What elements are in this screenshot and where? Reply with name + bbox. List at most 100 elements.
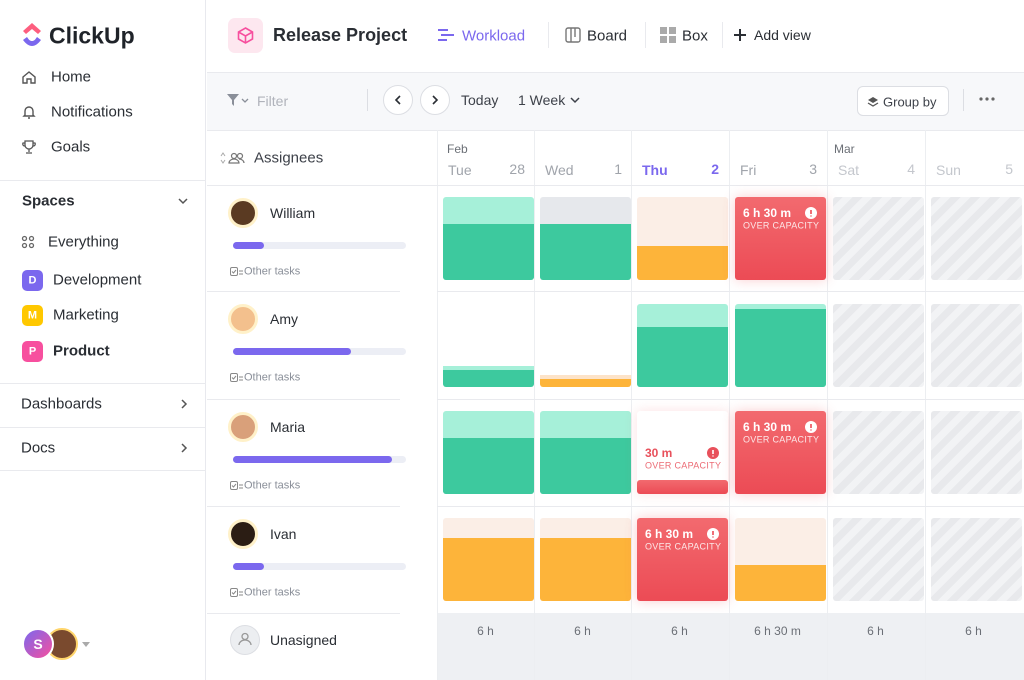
alert-icon-svg: [707, 447, 719, 459]
capacity-note: OVER CAPACITY: [645, 541, 722, 552]
divider: [207, 506, 400, 507]
view-tab[interactable]: Workload: [462, 27, 526, 45]
workload-cell[interactable]: [540, 411, 631, 494]
group-by: Group by: [883, 94, 937, 110]
capacity-note: OVER CAPACITY: [645, 460, 722, 471]
workload-cell[interactable]: [540, 304, 631, 387]
tasks-icon-svg: [230, 373, 243, 382]
divider: [207, 72, 1024, 73]
workload-cell[interactable]: [735, 518, 826, 601]
day-date: 1: [614, 161, 622, 177]
day-total: 6 h 30 m: [754, 624, 801, 638]
divider: [0, 427, 206, 428]
workload-cell[interactable]: [540, 518, 631, 601]
day-name: Tue: [448, 162, 472, 178]
divider: [207, 613, 400, 614]
unavailable-cell: [833, 518, 924, 601]
nav-item[interactable]: Notifications: [51, 103, 133, 121]
workload-bar: [540, 437, 631, 494]
user-avatar[interactable]: S: [22, 628, 54, 660]
divider: [729, 130, 730, 680]
spaces-title[interactable]: Spaces: [22, 192, 75, 210]
capacity-note: OVER CAPACITY: [743, 220, 820, 231]
other-tasks[interactable]: Other tasks: [244, 586, 301, 599]
over-capacity-cell[interactable]: 6 h 30 m OVER CAPACITY: [735, 197, 826, 280]
space-item[interactable]: Product: [53, 342, 110, 360]
assignee-name[interactable]: Ivan: [270, 526, 297, 542]
view-tab[interactable]: Box: [682, 27, 708, 45]
other-tasks[interactable]: Other tasks: [244, 479, 301, 492]
sort-icon: [220, 152, 250, 164]
workload-bar: [540, 223, 631, 280]
divider: [0, 180, 206, 181]
workload-icon: [437, 28, 455, 42]
workload-bar: [443, 223, 534, 280]
day-name: Sun: [936, 162, 961, 178]
board-icon-svg: [565, 27, 581, 43]
chevron-svg: [178, 198, 188, 205]
space-item[interactable]: Development: [53, 271, 142, 289]
divider: [645, 22, 646, 48]
other-tasks[interactable]: Other tasks: [244, 371, 301, 384]
nav-item[interactable]: Goals: [51, 138, 91, 156]
space-item[interactable]: Everything: [48, 233, 119, 251]
progress-fill: [233, 242, 265, 249]
assignee-name[interactable]: Maria: [270, 419, 306, 435]
tasks-icon-svg: [230, 267, 243, 276]
assignee-name[interactable]: William: [270, 205, 316, 221]
space-item[interactable]: Marketing: [53, 306, 119, 324]
next-button[interactable]: [420, 85, 450, 115]
workload-bar: [540, 537, 631, 601]
day-total: 6 h: [574, 624, 591, 638]
other-tasks[interactable]: Other tasks: [244, 265, 301, 278]
assignee-name[interactable]: Amy: [270, 311, 298, 327]
unassigned-name[interactable]: Unasigned: [270, 632, 337, 648]
progress-track: [233, 563, 406, 570]
capacity-note: OVER CAPACITY: [743, 434, 820, 445]
cube: [236, 26, 255, 45]
month: Mar: [834, 142, 855, 156]
tasks-icon: [230, 267, 243, 277]
alert-icon-svg: [805, 421, 817, 433]
workload-cell[interactable]: [443, 518, 534, 601]
workload-cell[interactable]: [540, 197, 631, 280]
logo-icon-svg: [23, 23, 41, 46]
divider: [722, 22, 723, 48]
group-by-button[interactable]: Group by: [857, 86, 949, 116]
layers-icon: [867, 96, 879, 108]
prev-button[interactable]: [383, 85, 413, 115]
today[interactable]: Today: [461, 92, 499, 108]
divider: [437, 291, 1024, 292]
workload-cell[interactable]: [443, 197, 534, 280]
space-badge: M: [22, 305, 43, 326]
day-total: 6 h: [671, 624, 688, 638]
divider: [207, 399, 400, 400]
arrow-svg: [394, 95, 401, 105]
over-capacity-cell[interactable]: 6 h 30 m OVER CAPACITY: [735, 411, 826, 494]
space-badge: P: [22, 341, 43, 362]
filter-icon: [227, 94, 249, 106]
capacity-time: 6 h 30 m: [743, 420, 792, 434]
workload-bar: [443, 370, 534, 387]
more-icon-svg: [979, 97, 995, 101]
section-item[interactable]: Dashboards: [21, 395, 102, 413]
filter[interactable]: Filter: [257, 93, 289, 109]
capacity-time: 30 m: [645, 446, 673, 460]
section-item[interactable]: Docs: [21, 439, 56, 457]
unavailable-cell: [931, 411, 1022, 494]
workload-bar: [540, 378, 631, 387]
workload-cell[interactable]: [735, 304, 826, 387]
over-capacity-cell[interactable]: 30 m OVER CAPACITY: [637, 411, 728, 494]
view-tab[interactable]: Board: [587, 27, 628, 45]
workload-cell[interactable]: [443, 304, 534, 387]
over-capacity-cell[interactable]: 6 h 30 m OVER CAPACITY: [637, 518, 728, 601]
workload-bar: [637, 245, 728, 280]
add-view[interactable]: Add view: [754, 27, 811, 43]
workload-cell[interactable]: [637, 197, 728, 280]
tasks-icon-svg: [230, 481, 243, 490]
workload-cell[interactable]: [637, 304, 728, 387]
nav-item[interactable]: Home: [51, 68, 92, 86]
range[interactable]: 1 Week: [518, 92, 566, 108]
divider: [207, 130, 1024, 131]
workload-cell[interactable]: [443, 411, 534, 494]
